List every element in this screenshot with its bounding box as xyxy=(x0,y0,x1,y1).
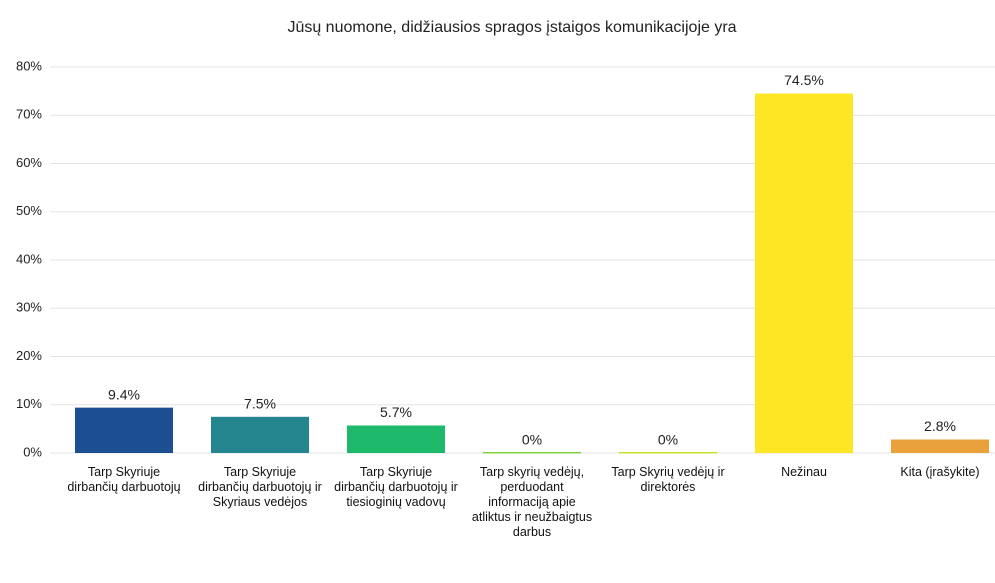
bar xyxy=(891,439,989,453)
x-tick-label: Tarp Skyrių vedėjų ir direktorės xyxy=(611,465,725,494)
y-tick-label: 20% xyxy=(16,348,42,363)
y-tick-label: 80% xyxy=(16,58,42,73)
value-label: 5.7% xyxy=(380,404,412,420)
value-label: 0% xyxy=(522,432,542,448)
y-tick-label: 50% xyxy=(16,203,42,218)
x-tick-label: Tarp Skyriuje dirbančių darbuotojų ir Sk… xyxy=(198,465,322,509)
bar xyxy=(347,425,445,453)
bar xyxy=(483,452,581,454)
x-tick-label: Tarp Skyriuje dirbančių darbuotojų xyxy=(67,465,181,494)
value-label: 74.5% xyxy=(784,72,824,88)
y-tick-label: 10% xyxy=(16,396,42,411)
y-tick-label: 70% xyxy=(16,107,42,122)
x-tick-label: Tarp Skyriuje dirbančių darbuotojų ir ti… xyxy=(334,465,458,509)
value-label: 0% xyxy=(658,432,678,448)
value-label: 9.4% xyxy=(108,386,140,402)
y-tick-label: 30% xyxy=(16,300,42,315)
y-tick-label: 0% xyxy=(23,444,42,459)
x-tick-label: Kita (įrašykite) xyxy=(900,465,980,479)
y-tick-label: 60% xyxy=(16,155,42,170)
y-tick-label: 40% xyxy=(16,251,42,266)
bar xyxy=(211,416,309,453)
bar xyxy=(755,93,853,453)
x-tick-label: Nežinau xyxy=(781,465,827,479)
chart-title: Jūsų nuomone, didžiausios spragos įstaig… xyxy=(287,19,736,36)
value-label: 2.8% xyxy=(924,418,956,434)
bar xyxy=(75,407,173,453)
value-label: 7.5% xyxy=(244,396,276,412)
x-tick-label: Tarp skyrių vedėjų, perduodant informaci… xyxy=(471,465,593,539)
bar xyxy=(619,452,717,454)
